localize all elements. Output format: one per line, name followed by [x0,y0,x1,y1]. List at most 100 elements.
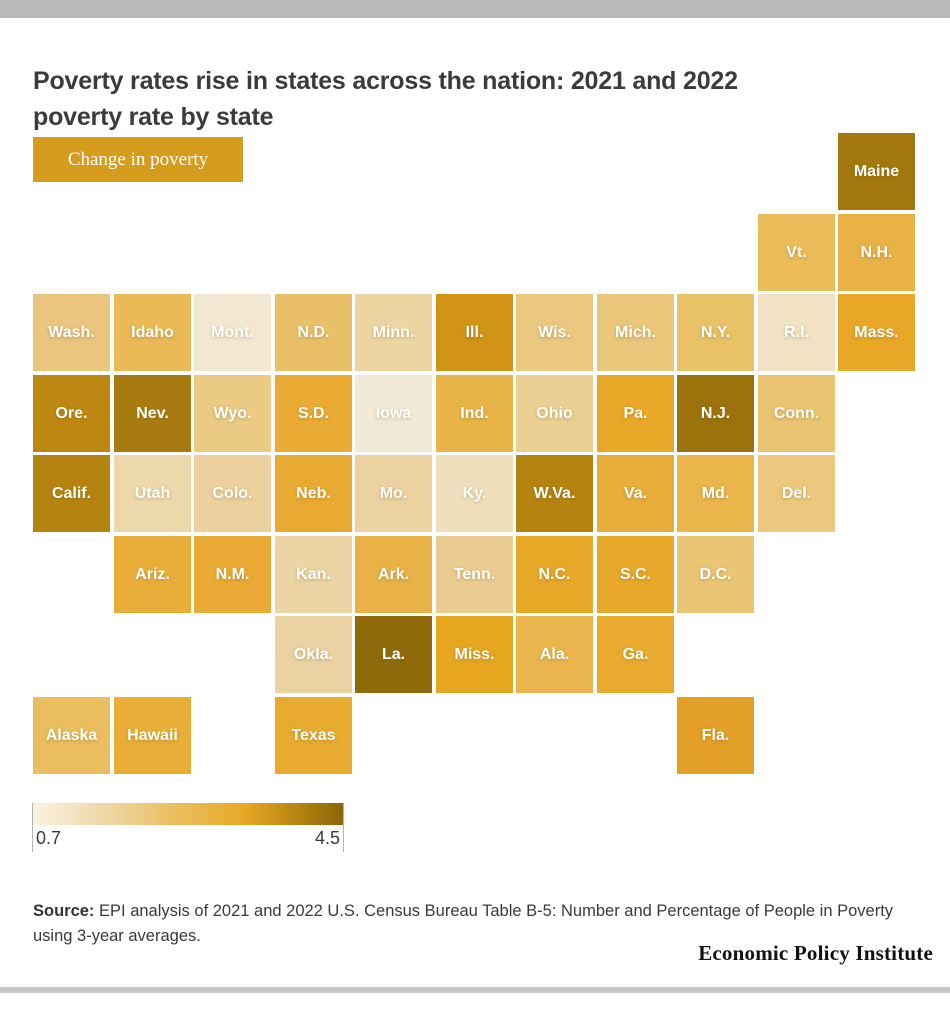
state-tile-label: Iowa [375,404,412,422]
state-tile-nm[interactable]: N.M. [194,536,271,613]
state-tile-label: N.J. [700,404,731,422]
state-tile-ala[interactable]: Ala. [516,616,593,693]
state-tile-ri[interactable]: R.I. [758,294,835,371]
state-tile-okla[interactable]: Okla. [275,616,352,693]
state-tile-ga[interactable]: Ga. [597,616,674,693]
state-tile-kan[interactable]: Kan. [275,536,352,613]
state-tile-la[interactable]: La. [355,616,432,693]
state-tile-label: Del. [781,484,812,502]
state-tile-vt[interactable]: Vt. [758,214,835,291]
state-tile-texas[interactable]: Texas [275,697,352,774]
state-tile-wyo[interactable]: Wyo. [194,375,271,452]
state-tile-label: S.C. [619,565,652,583]
state-tile-label: Hawaii [127,726,178,744]
state-tile-label: Ohio [536,404,573,422]
state-tile-label: Ky. [462,484,487,502]
state-tile-label: Nev. [136,404,169,422]
state-tile-label: N.Y. [700,323,731,341]
state-tile-minn[interactable]: Minn. [355,294,432,371]
state-tile-ill[interactable]: Ill. [436,294,513,371]
state-tile-colo[interactable]: Colo. [194,455,271,532]
state-tile-alaska[interactable]: Alaska [33,697,110,774]
state-tile-label: Neb. [296,484,331,502]
state-tile-label: Ind. [460,404,489,422]
source-note: Source: EPI analysis of 2021 and 2022 U.… [33,899,918,950]
state-tile-label: Alaska [45,726,98,744]
state-tile-label: Idaho [131,323,174,341]
state-tile-label: N.H. [860,243,893,261]
state-tile-wash[interactable]: Wash. [33,294,110,371]
state-tile-ky[interactable]: Ky. [436,455,513,532]
state-tile-mass[interactable]: Mass. [838,294,915,371]
state-tile-label: Wash. [48,323,95,341]
color-scale-max-label: 4.5 [314,828,340,848]
state-tile-label: N.C. [538,565,571,583]
state-tile-label: W.Va. [533,484,576,502]
state-tile-ind[interactable]: Ind. [436,375,513,452]
state-tile-maine[interactable]: Maine [838,133,915,210]
state-tile-nev[interactable]: Nev. [114,375,191,452]
state-tile-iowa[interactable]: Iowa [355,375,432,452]
state-tile-label: Utah [134,484,171,502]
state-tile-label: Mont. [211,323,254,341]
state-tile-label: Va. [623,484,648,502]
state-tile-nd[interactable]: N.D. [275,294,352,371]
state-tile-label: N.M. [215,565,250,583]
state-tile-label: D.C. [699,565,732,583]
state-tile-label: Ga. [622,645,649,663]
state-tile-ark[interactable]: Ark. [355,536,432,613]
state-tile-miss[interactable]: Miss. [436,616,513,693]
state-tile-fla[interactable]: Fla. [677,697,754,774]
source-text: EPI analysis of 2021 and 2022 U.S. Censu… [33,901,894,946]
legend-chip-label: Change in poverty [67,148,209,170]
state-tile-nj[interactable]: N.J. [677,375,754,452]
state-tile-conn[interactable]: Conn. [758,375,835,452]
state-tile-mont[interactable]: Mont. [194,294,271,371]
state-tile-sc[interactable]: S.C. [597,536,674,613]
state-tile-neb[interactable]: Neb. [275,455,352,532]
state-tile-nh[interactable]: N.H. [838,214,915,291]
state-tile-nc[interactable]: N.C. [516,536,593,613]
state-tile-ore[interactable]: Ore. [33,375,110,452]
state-tile-va[interactable]: Va. [597,455,674,532]
state-tile-label: Mass. [854,323,899,341]
state-tile-label: Ill. [465,323,484,341]
state-tile-del[interactable]: Del. [758,455,835,532]
legend-chip: Change in poverty [33,137,243,182]
state-tile-md[interactable]: Md. [677,455,754,532]
state-tile-label: Fla. [701,726,730,744]
state-tile-mo[interactable]: Mo. [355,455,432,532]
chart-title: Poverty rates rise in states across the … [33,63,918,135]
state-tile-label: N.D. [297,323,330,341]
state-tile-calif[interactable]: Calif. [33,455,110,532]
state-tile-tenn[interactable]: Tenn. [436,536,513,613]
state-tile-sd[interactable]: S.D. [275,375,352,452]
state-tile-label: Mo. [379,484,408,502]
state-tile-dc[interactable]: D.C. [677,536,754,613]
state-tile-idaho[interactable]: Idaho [114,294,191,371]
state-tile-ny[interactable]: N.Y. [677,294,754,371]
state-tile-ariz[interactable]: Ariz. [114,536,191,613]
color-scale: 0.7 4.5 [32,803,344,852]
chart-title-line2: poverty rate by state [33,102,274,131]
state-tile-label: Calif. [51,484,92,502]
state-tile-label: Ore. [55,404,88,422]
state-tile-wis[interactable]: Wis. [516,294,593,371]
state-tile-label: Maine [853,162,900,180]
state-tile-label: Ark. [377,565,410,583]
epi-logo-wordmark: Economic Policy Institute [698,941,933,965]
state-tile-pa[interactable]: Pa. [597,375,674,452]
state-tile-mich[interactable]: Mich. [597,294,674,371]
state-tile-label: Ariz. [135,565,170,583]
state-tile-wva[interactable]: W.Va. [516,455,593,532]
color-scale-labels: 0.7 4.5 [33,825,343,849]
state-tile-hawaii[interactable]: Hawaii [114,697,191,774]
state-tile-utah[interactable]: Utah [114,455,191,532]
color-scale-min-label: 0.7 [36,828,62,848]
color-scale-gradient-bar [33,803,343,825]
state-tile-label: Tenn. [453,565,496,583]
state-tile-map: Maine Vt. N.H. Wash. Idaho Mont. N.D. Minn. Ill.… [33,133,915,777]
state-tile-label: Texas [291,726,336,744]
state-tile-ohio[interactable]: Ohio [516,375,593,452]
